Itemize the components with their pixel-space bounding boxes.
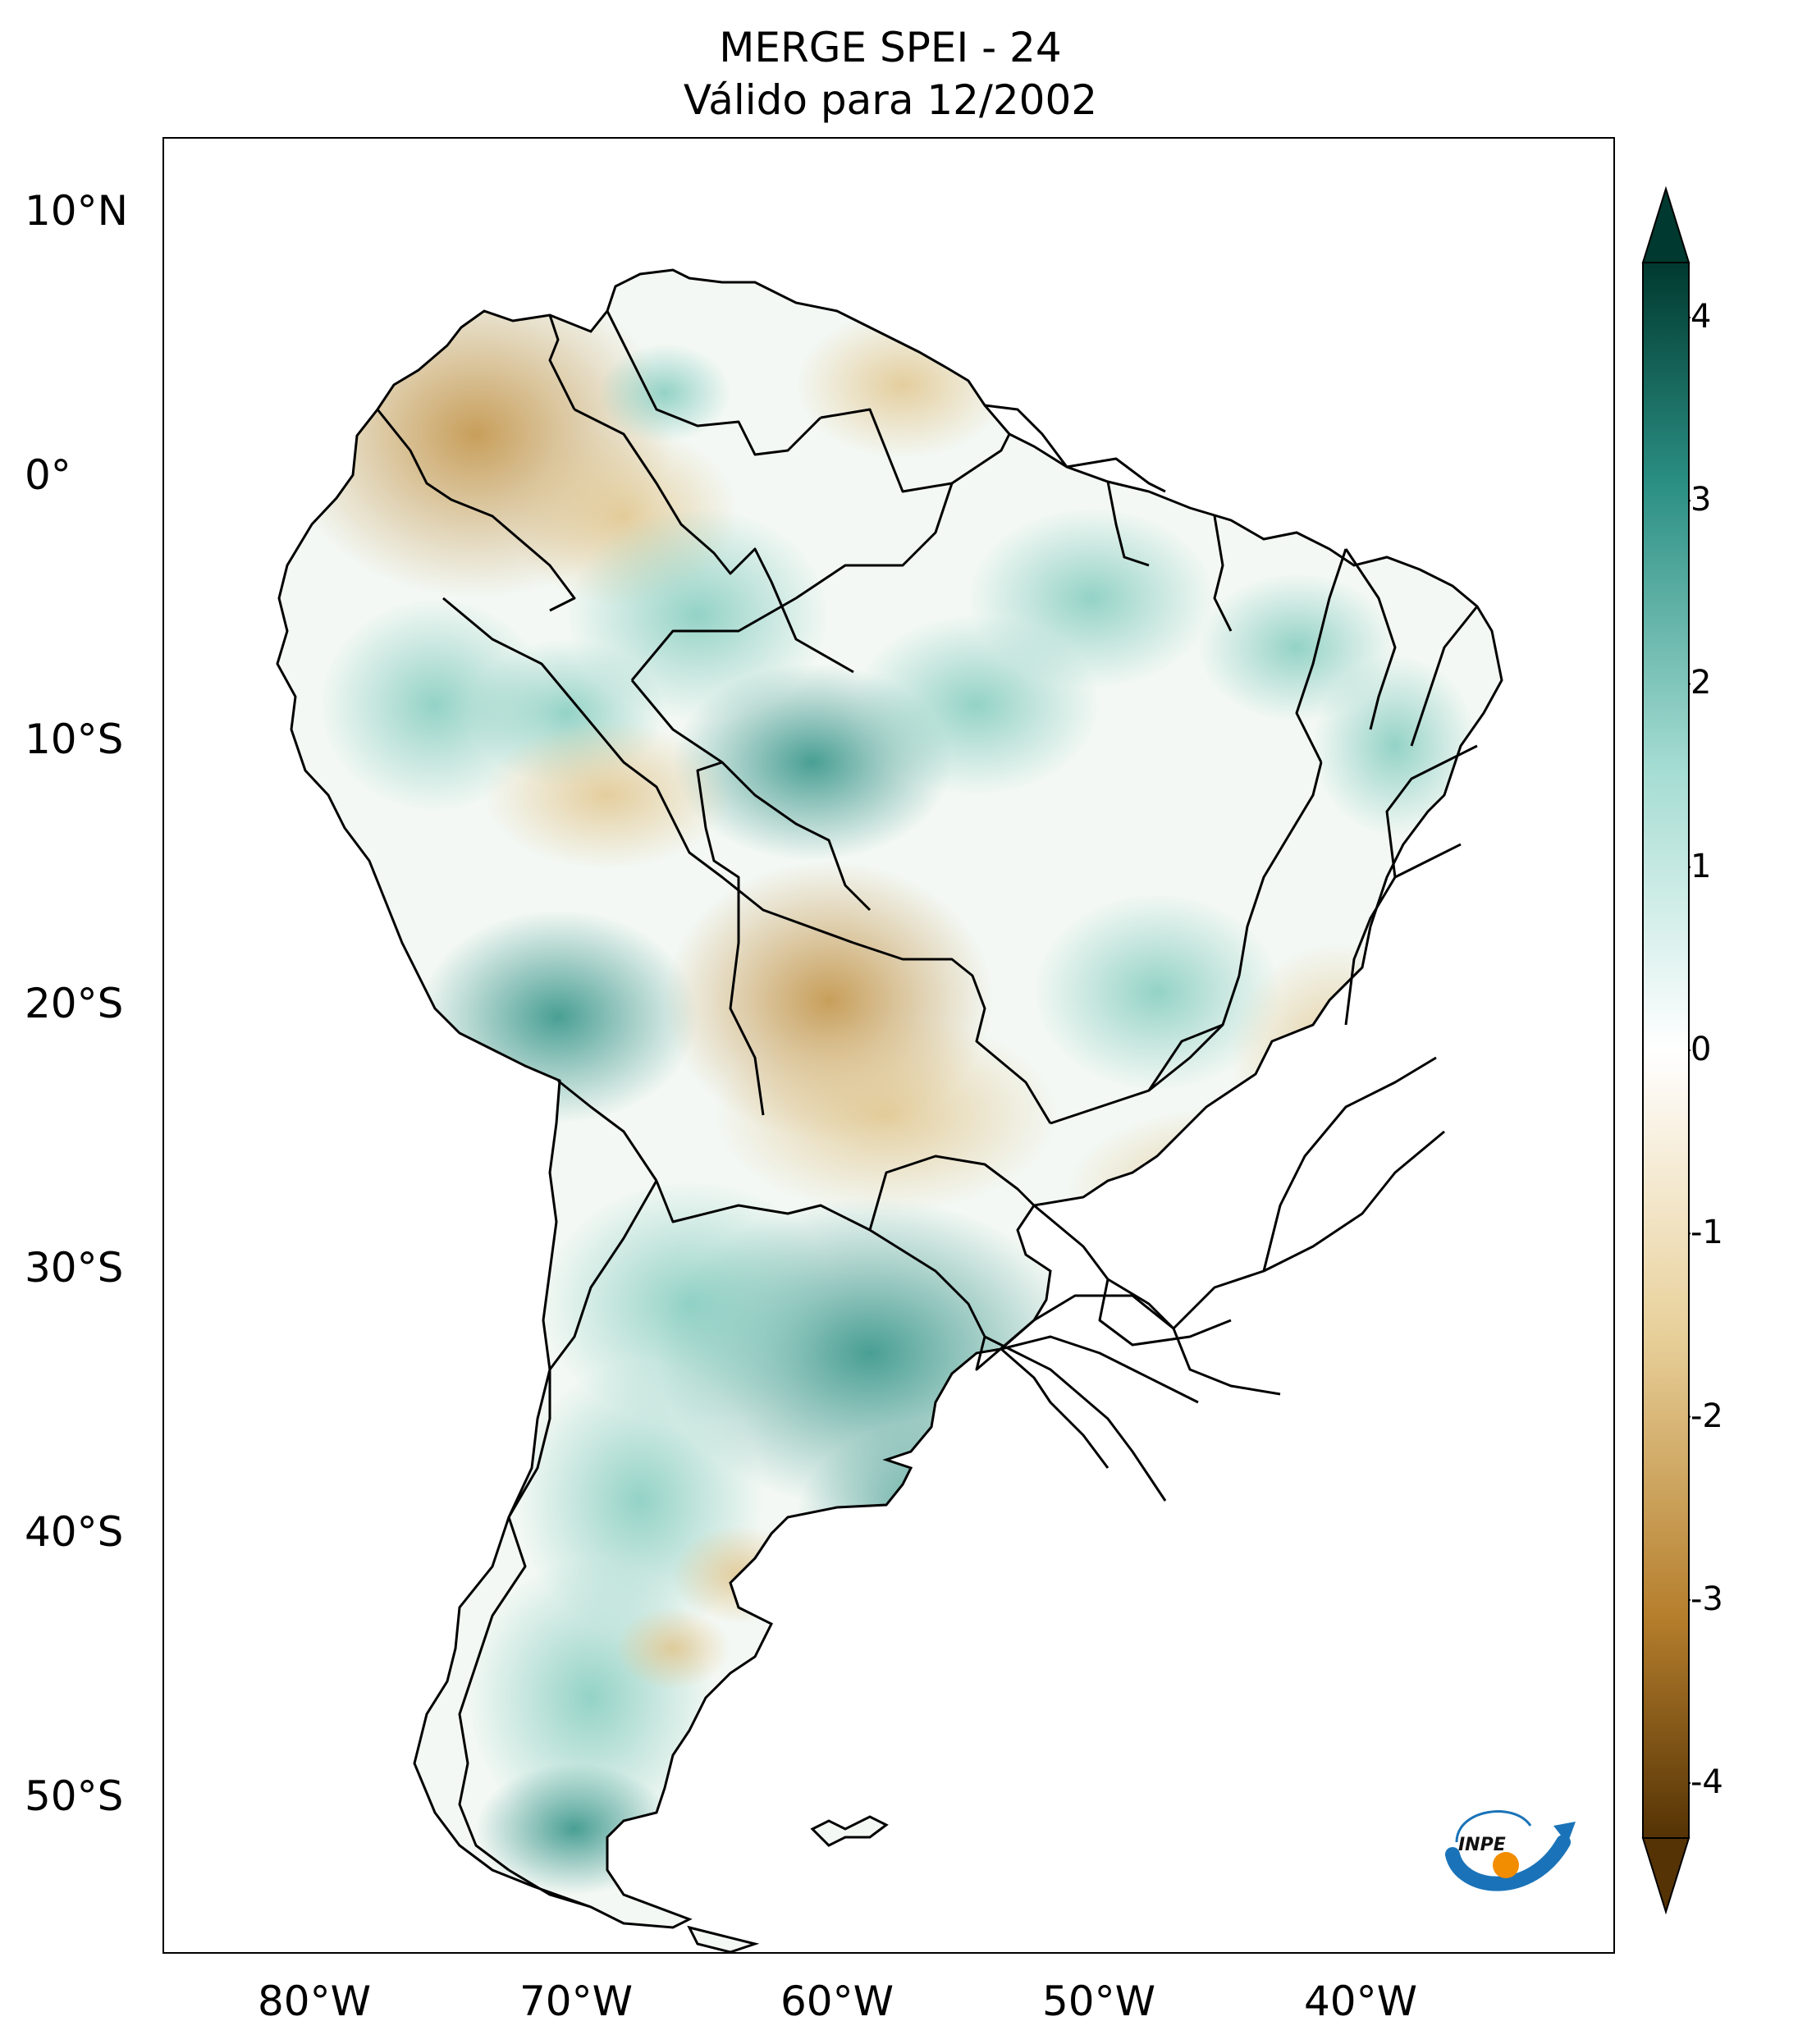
colorbar-max-extend — [1643, 189, 1689, 263]
map-frame — [162, 137, 1615, 1954]
lon-label-50w: 50°W — [1017, 1978, 1181, 2025]
colorbar-tick-label: 4 — [1690, 298, 1711, 336]
colorbar — [1641, 181, 1690, 1920]
map-subtitle: Válido para 12/2002 — [164, 75, 1617, 125]
map-canvas — [164, 139, 1615, 1954]
lat-label-0: 0° — [25, 451, 148, 499]
colorbar-tick-label: 0 — [1690, 1031, 1711, 1068]
lat-label-10n: 10°N — [25, 187, 148, 235]
colorbar-gradient — [1643, 263, 1689, 1838]
logo-text: INPE — [1458, 1835, 1506, 1855]
colorbar-min-extend — [1643, 1838, 1689, 1912]
colorbar-tick-label: -2 — [1690, 1397, 1723, 1435]
lon-label-40w: 40°W — [1279, 1978, 1443, 2025]
lon-label-70w: 70°W — [494, 1978, 658, 2025]
lat-label-10s: 10°S — [25, 716, 148, 763]
lon-label-60w: 60°W — [755, 1978, 919, 2025]
map-title: MERGE SPEI - 24 — [164, 23, 1617, 72]
islands — [689, 1817, 886, 1952]
lat-label-20s: 20°S — [25, 980, 148, 1027]
colorbar-tick-label: 2 — [1690, 664, 1711, 702]
lat-label-50s: 50°S — [25, 1772, 148, 1820]
colorbar-tick-label: 3 — [1690, 481, 1711, 519]
colorbar-tick-label: -4 — [1690, 1763, 1723, 1801]
colorbar-tick-label: -3 — [1690, 1580, 1723, 1618]
inpe-logo: INPE — [1440, 1793, 1580, 1900]
lon-label-80w: 80°W — [232, 1978, 396, 2025]
lat-label-30s: 30°S — [25, 1244, 148, 1292]
colorbar-tick-label: 1 — [1690, 848, 1711, 885]
colorbar-tick-label: -1 — [1690, 1214, 1723, 1251]
lat-label-40s: 40°S — [25, 1508, 148, 1556]
